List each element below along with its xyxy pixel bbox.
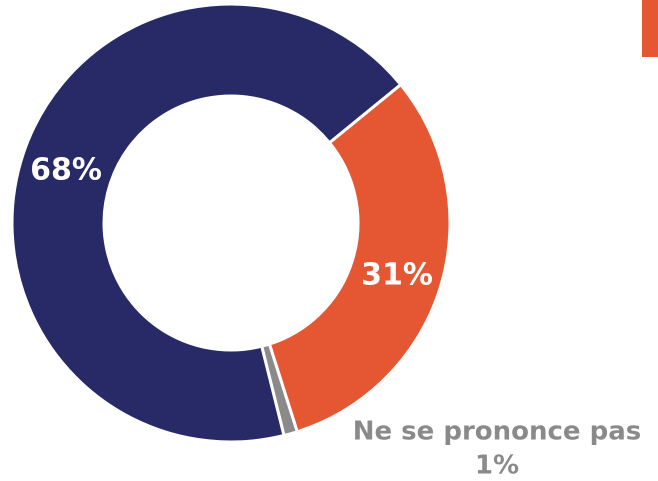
donut-slice [267, 82, 452, 434]
category-label: Ne se prononce pas [353, 417, 642, 447]
donut-slice [10, 2, 403, 444]
legend-swatch [642, 0, 658, 57]
data-label: 68% [30, 153, 102, 188]
data-label: 1% [475, 451, 519, 481]
data-label: 31% [361, 258, 433, 293]
